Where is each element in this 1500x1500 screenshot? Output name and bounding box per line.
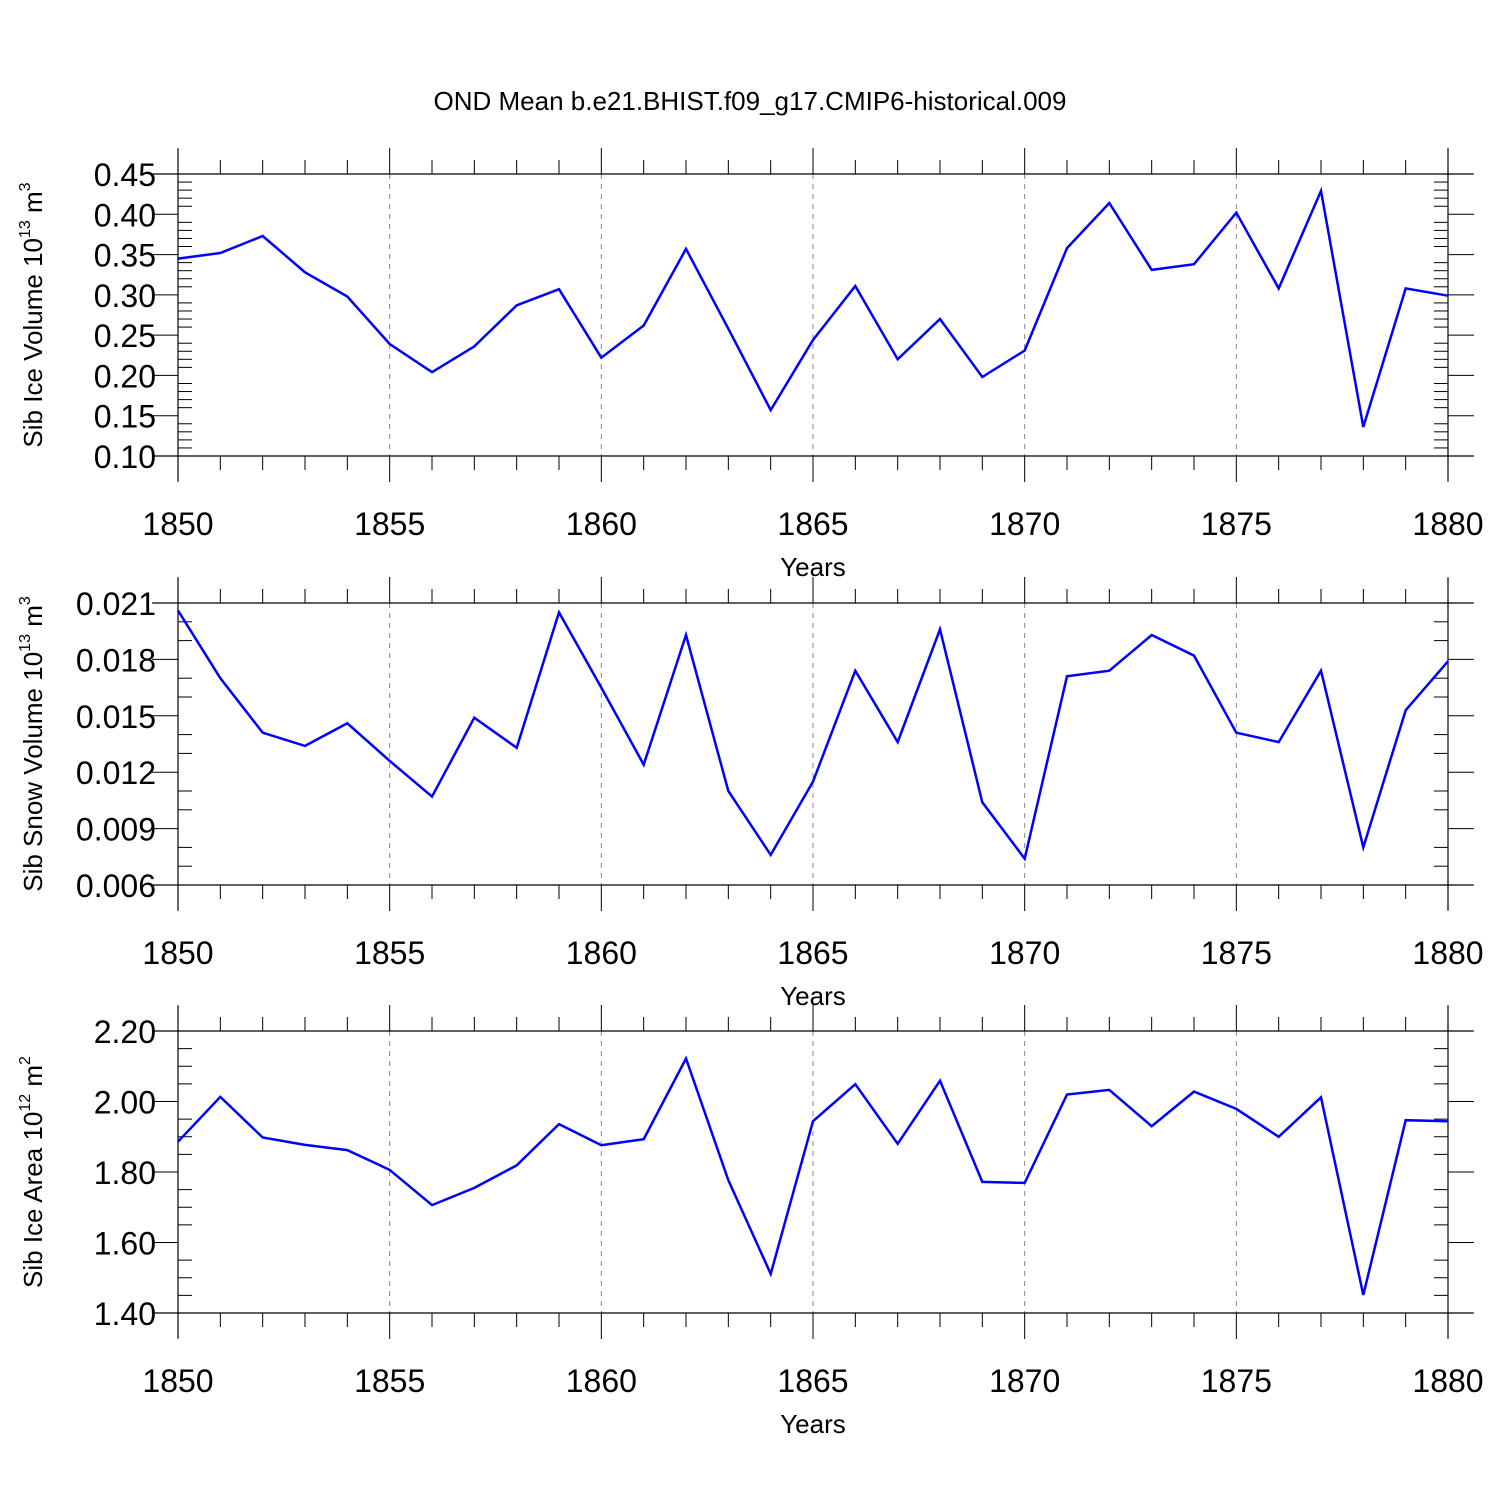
- y-tick-label: 0.009: [76, 812, 156, 848]
- panel-3: 1850 1855 1860 1865 1870 1875 1880 Years 1.40 1.6…: [17, 1005, 1484, 1439]
- y-tick-label: 0.40: [94, 197, 156, 233]
- y-tick-label: 0.018: [76, 642, 156, 678]
- y-axis-label-unit-exponent: 2: [17, 1056, 34, 1065]
- x-tick-label: 1850: [142, 935, 213, 971]
- panels: 1850 1855 1860 1865 1870 1875 1880 Years 0.10 0.1…: [17, 148, 1484, 1439]
- y-axis-label: Sib Ice Area 1012 m2: [17, 1056, 48, 1288]
- x-tick-label: 1870: [989, 506, 1060, 542]
- x-tick-label: 1870: [989, 1363, 1060, 1399]
- y-tick-label: 0.20: [94, 358, 156, 394]
- y-axis-label-base: Sib Snow Volume 10: [18, 652, 48, 892]
- y-axis-label-unit: m: [18, 191, 48, 220]
- x-tick-label: 1875: [1201, 1363, 1272, 1399]
- y-tick-label: 0.25: [94, 318, 156, 354]
- y-tick-label: 0.35: [94, 238, 156, 274]
- x-axis-label: Years: [780, 1409, 846, 1439]
- y-axis-label-exponent: 12: [17, 1094, 34, 1112]
- y-tick-label: 0.45: [94, 157, 156, 193]
- x-tick-label: 1855: [354, 1363, 425, 1399]
- y-tick-label: 0.015: [76, 699, 156, 735]
- y-tick-label: 1.80: [94, 1155, 156, 1191]
- y-axis-label-exponent: 13: [17, 634, 34, 652]
- x-tick-label: 1865: [777, 506, 848, 542]
- y-tick-label: 2.00: [94, 1085, 156, 1121]
- x-tick-label: 1860: [566, 935, 637, 971]
- y-axis-label: Sib Snow Volume 1013 m3: [17, 596, 48, 892]
- x-tick-label: 1855: [354, 935, 425, 971]
- x-tick-label: 1875: [1201, 935, 1272, 971]
- y-axis-label-unit-exponent: 3: [17, 182, 34, 191]
- x-tick-label: 1855: [354, 506, 425, 542]
- x-tick-label: 1875: [1201, 506, 1272, 542]
- panel-1: 1850 1855 1860 1865 1870 1875 1880Years0.100.1…: [17, 148, 1484, 582]
- y-axis-label-base: Sib Ice Area 10: [18, 1112, 48, 1288]
- y-axis-label: Sib Ice Volume 1013 m3: [17, 182, 48, 447]
- y-tick-label: 0.15: [94, 399, 156, 435]
- x-tick-label: 1850: [142, 1363, 213, 1399]
- x-tick-label: 1880: [1412, 935, 1483, 971]
- x-tick-label: 1865: [777, 935, 848, 971]
- y-axis-label-unit-exponent: 3: [17, 596, 34, 605]
- y-axis-label-exponent: 13: [17, 220, 34, 238]
- y-tick-label: 1.60: [94, 1226, 156, 1262]
- x-tick-label: 1865: [777, 1363, 848, 1399]
- x-tick-label: 1860: [566, 1363, 637, 1399]
- y-tick-label: 0.021: [76, 586, 156, 622]
- y-axis-label-unit: m: [18, 605, 48, 634]
- y-tick-label: 0.10: [94, 439, 156, 475]
- x-tick-label: 1860: [566, 506, 637, 542]
- y-tick-label: 0.30: [94, 278, 156, 314]
- chart-title: OND Mean b.e21.BHIST.f09_g17.CMIP6-histo…: [434, 86, 1067, 116]
- x-tick-label: 1850: [142, 506, 213, 542]
- series-line: [176, 609, 1449, 862]
- y-axis-label-unit: m: [18, 1065, 48, 1094]
- panel-2: 1850 1855 1860 1865 1870 1875 1880Years0.0060.…: [17, 577, 1484, 1011]
- series-line: [177, 186, 1449, 428]
- series-line: [177, 1055, 1449, 1296]
- x-tick-label: 1880: [1412, 506, 1483, 542]
- y-tick-label: 1.40: [94, 1296, 156, 1332]
- y-tick-label: 2.20: [94, 1014, 156, 1050]
- y-tick-label: 0.012: [76, 755, 156, 791]
- x-tick-label: 1870: [989, 935, 1060, 971]
- x-tick-label: 1880: [1412, 1363, 1483, 1399]
- y-tick-label: 0.006: [76, 868, 156, 904]
- y-axis-label-base: Sib Ice Volume 10: [18, 238, 48, 448]
